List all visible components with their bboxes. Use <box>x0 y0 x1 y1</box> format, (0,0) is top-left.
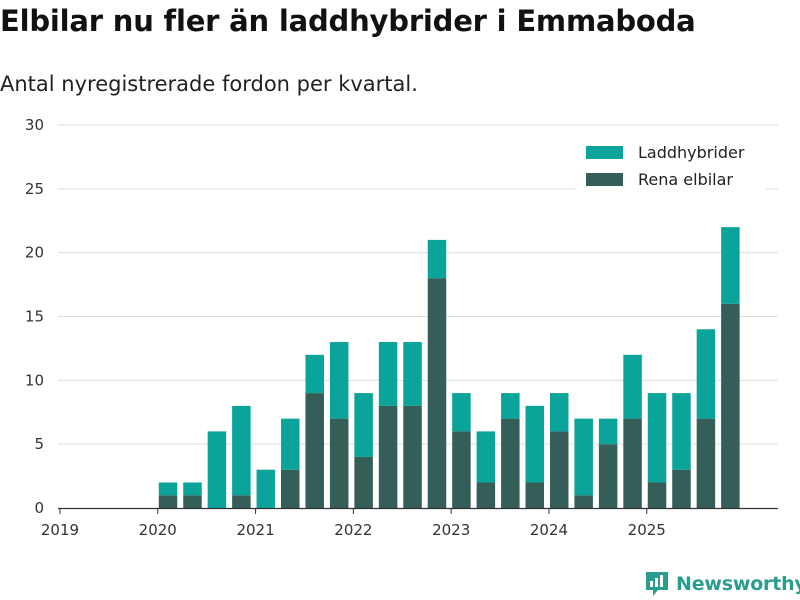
bar-laddhybrider-2021-q3 <box>305 354 324 394</box>
bars <box>158 227 740 508</box>
y-tick-label-20: 20 <box>25 244 44 262</box>
legend-swatch-laddhybrider <box>586 146 623 159</box>
bar-rena-elbilar-2024-q3 <box>598 444 618 508</box>
chart-title: Elbilar nu fler än laddhybrider i Emmabo… <box>0 4 696 38</box>
bar-rena-elbilar-2020-q2 <box>183 495 202 508</box>
bar-rena-elbilar-2023-q1 <box>452 431 471 508</box>
x-tick-label-2025: 2025 <box>628 521 666 539</box>
newsworthy-logo-icon <box>646 572 668 596</box>
bar-rena-elbilar-2022-q3 <box>403 405 422 508</box>
bar-rena-elbilar-2023-q4 <box>525 482 545 508</box>
x-tick-label-2023: 2023 <box>432 521 470 539</box>
bar-laddhybrider-2023-q4 <box>525 405 545 483</box>
y-tick-label-30: 30 <box>25 116 44 134</box>
x-tick-label-2024: 2024 <box>530 521 568 539</box>
bar-laddhybrider-2021-q2 <box>281 418 300 470</box>
bar-laddhybrider-2020-q4 <box>232 405 251 496</box>
bar-laddhybrider-2024-q3 <box>598 418 618 445</box>
bar-laddhybrider-2022-q4 <box>427 239 447 279</box>
x-axis: 2019 2020 2021 2022 2023 2024 2025 <box>41 507 778 539</box>
legend: Laddhybrider Rena elbilar <box>576 141 766 193</box>
y-tick-label-25: 25 <box>25 180 44 198</box>
y-tick-label-15: 15 <box>25 308 44 326</box>
bar-rena-elbilar-2025-q3 <box>696 418 716 508</box>
bar-laddhybrider-2022-q2 <box>378 342 398 406</box>
x-tick-label-2021: 2021 <box>236 521 274 539</box>
bar-rena-elbilar-2025-q4 <box>721 303 740 508</box>
bar-rena-elbilar-2024-q2 <box>574 495 593 508</box>
y-tick-label-10: 10 <box>25 371 44 389</box>
bar-laddhybrider-2025-q4 <box>721 227 740 304</box>
bar-laddhybrider-2021-q4 <box>329 342 349 419</box>
bar-laddhybrider-2023-q1 <box>452 393 471 432</box>
bar-laddhybrider-2025-q1 <box>647 393 667 483</box>
bar-rena-elbilar-2025-q2 <box>672 469 691 508</box>
bar-rena-elbilar-2022-q2 <box>378 405 398 508</box>
brand-name: Newsworthy <box>676 573 800 595</box>
y-axis: 0 5 10 15 20 25 30 <box>25 116 44 517</box>
bar-rena-elbilar-2023-q3 <box>501 418 520 508</box>
bar-rena-elbilar-2020-q1 <box>158 495 178 508</box>
bar-rena-elbilar-2022-q1 <box>354 456 373 508</box>
bar-laddhybrider-2020-q2 <box>183 482 202 496</box>
x-tick-label-2020: 2020 <box>139 521 177 539</box>
bar-rena-elbilar-2020-q4 <box>232 495 251 508</box>
newsworthy-brand: Newsworthy <box>644 568 800 600</box>
bar-laddhybrider-2024-q2 <box>574 418 593 496</box>
bar-laddhybrider-2022-q1 <box>354 393 373 457</box>
bar-laddhybrider-2021-q1 <box>256 469 276 508</box>
bar-laddhybrider-2022-q3 <box>403 342 422 406</box>
bar-rena-elbilar-2022-q4 <box>427 278 447 508</box>
y-tick-label-0: 0 <box>34 499 44 517</box>
legend-label-rena-elbilar: Rena elbilar <box>638 170 733 189</box>
bar-rena-elbilar-2021-q3 <box>305 393 324 508</box>
bar-laddhybrider-2024-q1 <box>549 393 569 432</box>
bar-laddhybrider-2024-q4 <box>623 354 642 419</box>
bar-laddhybrider-2025-q3 <box>696 329 716 419</box>
bar-rena-elbilar-2023-q2 <box>476 482 496 508</box>
bar-laddhybrider-2023-q2 <box>476 431 496 483</box>
bar-rena-elbilar-2025-q1 <box>647 482 667 508</box>
legend-label-laddhybrider: Laddhybrider <box>638 143 745 162</box>
chart-subtitle: Antal nyregistrerade fordon per kvartal. <box>0 72 418 96</box>
x-tick-label-2019: 2019 <box>41 521 79 539</box>
bar-rena-elbilar-2021-q4 <box>329 418 349 508</box>
bar-laddhybrider-2023-q3 <box>501 393 520 419</box>
bar-laddhybrider-2020-q1 <box>158 482 178 496</box>
bar-rena-elbilar-2024-q1 <box>549 431 569 508</box>
legend-swatch-rena-elbilar <box>586 173 623 186</box>
y-tick-label-5: 5 <box>34 435 44 453</box>
bar-laddhybrider-2025-q2 <box>672 393 691 470</box>
bar-rena-elbilar-2021-q2 <box>281 469 300 508</box>
bar-laddhybrider-2020-q3 <box>207 431 227 508</box>
x-tick-label-2022: 2022 <box>334 521 372 539</box>
bar-rena-elbilar-2024-q4 <box>623 418 642 508</box>
